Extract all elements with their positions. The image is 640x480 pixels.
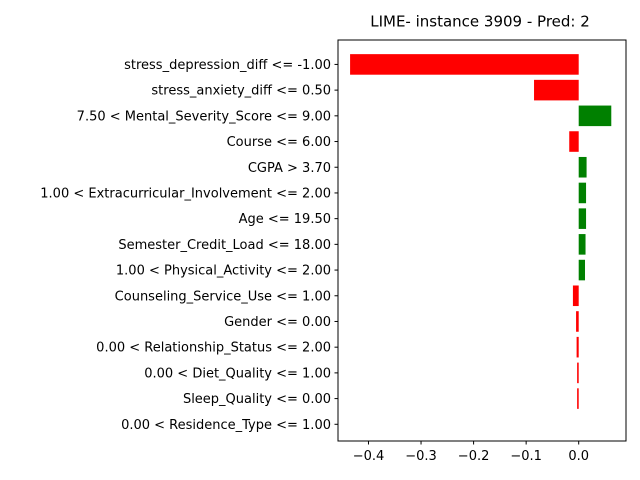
bars-group xyxy=(350,54,612,409)
x-tick-label: −0.2 xyxy=(458,449,490,464)
y-tick-label: 7.50 < Mental_Severity_Score <= 9.00 xyxy=(77,109,331,124)
y-tick-label: 1.00 < Physical_Activity <= 2.00 xyxy=(116,264,331,279)
y-tick-label: 1.00 < Extracurricular_Involvement <= 2.… xyxy=(40,186,331,201)
y-tick-label: 0.00 < Relationship_Status <= 2.00 xyxy=(96,341,331,356)
y-tick-label: 0.00 < Diet_Quality <= 1.00 xyxy=(144,366,331,381)
y-tick-label: Sleep_Quality <= 0.00 xyxy=(183,392,331,407)
bar-9 xyxy=(572,285,579,307)
x-tick-label: −0.4 xyxy=(353,449,385,464)
bar-10 xyxy=(576,311,579,332)
bar-11 xyxy=(576,336,579,358)
bar-5 xyxy=(578,182,587,204)
plot-frame xyxy=(337,39,627,442)
y-tick-label: stress_anxiety_diff <= 0.50 xyxy=(151,84,331,99)
bar-3 xyxy=(569,131,579,152)
y-tick-label: Gender <= 0.00 xyxy=(224,315,331,330)
y-tick-label: Semester_Credit_Load <= 18.00 xyxy=(118,238,331,253)
y-axis-ticks: stress_depression_diff <= -1.00 stress_an… xyxy=(40,58,338,433)
bar-6 xyxy=(578,208,587,229)
x-tick-label: 0.0 xyxy=(568,449,589,464)
x-tick-label: −0.3 xyxy=(405,449,437,464)
y-tick-label: stress_depression_diff <= -1.00 xyxy=(124,58,331,73)
y-tick-label: CGPA > 3.70 xyxy=(248,161,331,176)
bar-1 xyxy=(534,79,579,101)
bar-13 xyxy=(577,388,579,409)
x-axis-ticks: −0.4 −0.3 −0.2 −0.1 0.0 xyxy=(353,441,589,464)
bar-2 xyxy=(578,105,612,127)
y-tick-label: Course <= 6.00 xyxy=(227,135,331,150)
bar-12 xyxy=(577,362,579,384)
bar-8 xyxy=(578,259,586,281)
chart-title: LIME- instance 3909 - Pred: 2 xyxy=(370,13,590,31)
bar-4 xyxy=(578,156,587,178)
bar-0 xyxy=(350,54,579,75)
y-tick-label: 0.00 < Residence_Type <= 1.00 xyxy=(121,418,331,433)
y-tick-label: Age <= 19.50 xyxy=(239,212,331,227)
x-tick-label: −0.1 xyxy=(510,449,542,464)
y-tick-label: Counseling_Service_Use <= 1.00 xyxy=(115,289,331,304)
bar-7 xyxy=(578,234,586,255)
